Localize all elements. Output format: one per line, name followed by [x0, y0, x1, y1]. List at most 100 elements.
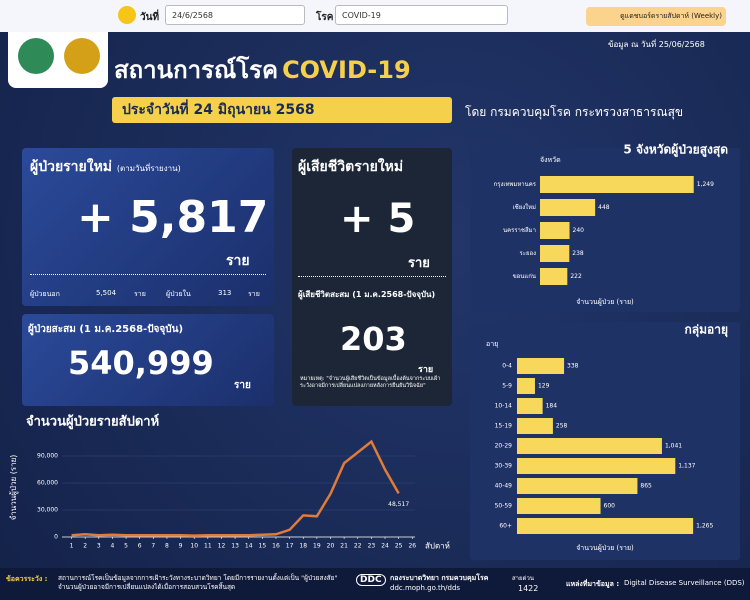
divider [30, 274, 266, 275]
x-tick-label: 1 [70, 543, 74, 550]
outpatient-label: ผู้ป่วยนอก [30, 290, 60, 298]
deaths-cumulative-title: ผู้เสียชีวิตสะสม (1 ม.ค.2568-ปัจจุบัน) [298, 290, 436, 299]
y-tick-label: 90,000 [37, 453, 58, 460]
bar [517, 518, 694, 534]
value-label: 1,137 [678, 463, 695, 470]
x-tick-label: 11 [204, 543, 212, 550]
report-date: ประจำวันที่ 24 มิถุนายน 2568 [112, 97, 452, 123]
category-label: ระยอง [520, 250, 537, 257]
ddc-logo [18, 38, 54, 74]
org: กองระบาดวิทยา กรมควบคุมโรค [390, 574, 489, 582]
x-tick-label: 19 [313, 543, 321, 550]
value-label: 258 [556, 423, 568, 430]
deaths-cumulative-value: 203 [340, 320, 407, 358]
bar [517, 458, 676, 474]
bar [517, 478, 638, 494]
value-label: 184 [546, 403, 558, 410]
y-axis-label: จำนวนผู้ป่วย (ราย) [9, 455, 19, 521]
y-axis-label: จังหวัด [540, 156, 561, 164]
chart-title: กลุ่มอายุ [684, 323, 728, 338]
date-label: วันที่ [140, 12, 160, 23]
date-input[interactable]: 24/6/2568 [165, 5, 305, 25]
bar [517, 438, 662, 454]
value-label: 1,265 [696, 523, 713, 530]
deaths-unit: ราย [408, 256, 430, 271]
category-label: 10-14 [495, 403, 513, 410]
title-text: สถานการณ์โรค [114, 56, 279, 84]
logo-box [8, 32, 108, 88]
x-axis-label: จำนวนผู้ป่วย (ราย) [576, 544, 634, 552]
deaths-card: ผู้เสียชีวิตรายใหม่ + 5 ราย ผู้เสียชีวิต… [292, 148, 452, 406]
caution-text: สถานการณ์โรคเป็นข้อมูลจากการเฝ้าระวังทาง… [58, 574, 338, 592]
x-tick-label: 5 [124, 543, 128, 550]
y-tick-label: 60,000 [37, 480, 58, 487]
new-cases-title: ผู้ป่วยรายใหม่ (ตามวันที่รายงาน) [30, 156, 181, 178]
bar [540, 245, 570, 262]
value-label: 865 [640, 483, 652, 490]
as-of-label: ข้อมูล ณ วันที่ [608, 40, 657, 49]
category-label: นครราชสีมา [503, 226, 536, 234]
category-label: เชียงใหม่ [513, 203, 536, 211]
category-label: 5-9 [502, 383, 512, 390]
new-cases-subtitle: (ตามวันที่รายงาน) [116, 164, 181, 173]
deaths-title: ผู้เสียชีวิตรายใหม่ [298, 159, 404, 175]
anniversary-logo [64, 38, 100, 74]
category-label: 60+ [499, 523, 512, 530]
x-tick-label: 22 [354, 543, 362, 550]
x-tick-label: 24 [381, 543, 389, 550]
category-label: 15-19 [495, 423, 513, 430]
outpatient-unit: ราย [134, 290, 146, 298]
x-tick-label: 4 [111, 543, 115, 550]
hotline-label: สายด่วน [512, 575, 534, 582]
hotline: 1422 [518, 584, 539, 593]
x-tick-label: 18 [299, 543, 307, 550]
x-axis-label: สัปดาห์ [425, 541, 450, 551]
deaths-value: + 5 [340, 196, 416, 242]
bar [540, 222, 570, 239]
inpatient-value: 313 [218, 289, 232, 297]
x-tick-label: 12 [218, 543, 226, 550]
cumulative-card: ผู้ป่วยสะสม (1 ม.ค.2568-ปัจจุบัน) 540,99… [22, 314, 274, 406]
x-axis-label: จำนวนผู้ป่วย (ราย) [576, 298, 634, 306]
cumulative-title: ผู้ป่วยสะสม (1 ม.ค.2568-ปัจจุบัน) [28, 324, 184, 335]
inpatient-label: ผู้ป่วยใน [166, 290, 191, 298]
value-label: 129 [538, 383, 550, 390]
weekly-button[interactable]: ดูแดชบอร์ดรายสัปดาห์ (Weekly) [586, 7, 726, 26]
bar [517, 398, 543, 414]
x-tick-label: 8 [165, 543, 169, 550]
bar [517, 498, 601, 514]
y-axis-label: อายุ [486, 340, 498, 348]
as-of: ข้อมูล ณ วันที่ 25/06/2568 [608, 38, 705, 51]
footer: ข้อควรระวัง : สถานการณ์โรคเป็นข้อมูลจากก… [0, 568, 750, 600]
value-label: 222 [570, 273, 582, 280]
new-cases-unit: ราย [226, 253, 250, 269]
outpatient-value: 5,504 [96, 289, 117, 297]
y-tick-label: 0 [54, 534, 58, 541]
search-icon[interactable] [118, 6, 136, 24]
bar [540, 199, 596, 216]
new-cases-title-text: ผู้ป่วยรายใหม่ [30, 159, 113, 175]
value-label: 240 [573, 227, 585, 234]
disease-input[interactable]: COVID-19 [335, 5, 508, 25]
cumulative-value: 540,999 [68, 344, 214, 382]
chart-title: 5 จังหวัดผู้ป่วยสูงสุด [623, 143, 728, 158]
x-tick-label: 14 [245, 543, 253, 550]
x-tick-label: 6 [138, 543, 142, 550]
category-label: ขอนแก่น [513, 273, 536, 280]
bar [540, 176, 694, 193]
category-label: 0-4 [502, 363, 512, 370]
bar [517, 358, 565, 374]
y-tick-label: 30,000 [37, 507, 58, 514]
deaths-cumulative-unit: ราย [418, 365, 434, 375]
bar [517, 418, 553, 434]
bar [517, 378, 535, 394]
x-tick-label: 13 [231, 543, 239, 550]
chart-title: จำนวนผู้ป่วยรายสัปดาห์ [26, 414, 159, 430]
category-label: กรุงเทพมหานคร [494, 181, 537, 188]
value-label: 448 [598, 204, 610, 211]
value-label: 600 [604, 503, 616, 510]
title-disease: COVID-19 [282, 56, 411, 84]
value-label: 1,249 [697, 181, 714, 188]
